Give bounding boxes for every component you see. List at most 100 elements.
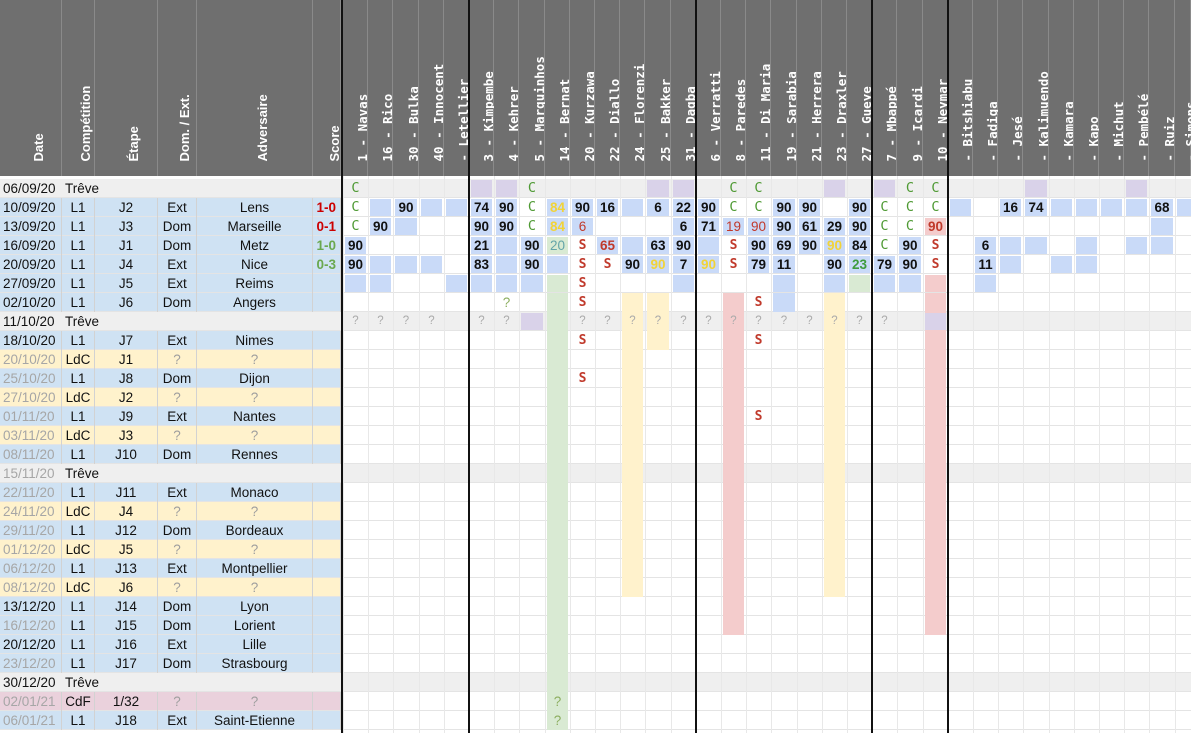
player-header[interactable]: 8 - Paredes — [721, 0, 748, 176]
player-match-cell[interactable]: 90 — [776, 219, 792, 234]
match-adv[interactable]: ? — [197, 692, 313, 711]
player-match-cell[interactable]: 90 — [372, 219, 389, 234]
player-match-cell[interactable]: ? — [604, 315, 611, 327]
player-match-cell[interactable]: S — [578, 295, 587, 310]
player-match-cell[interactable]: 90 — [851, 200, 868, 215]
player-match-cell[interactable]: 11 — [776, 257, 792, 272]
column-header-5[interactable]: Score — [313, 0, 342, 176]
column-header-4[interactable]: Adversaire — [197, 0, 313, 176]
player-header[interactable]: 24 - Florenzi — [620, 0, 647, 176]
player-match-cell[interactable]: ? — [680, 315, 687, 327]
player-header[interactable]: 16 - Rico — [368, 0, 395, 176]
match-adv[interactable]: Marseille — [197, 217, 313, 236]
player-match-cell[interactable]: 84 — [549, 219, 566, 234]
player-match-cell[interactable]: ? — [780, 315, 788, 327]
player-match-cell[interactable]: 74 — [1028, 200, 1044, 215]
player-match-cell[interactable]: C — [931, 199, 940, 215]
player-match-cell[interactable]: 90 — [675, 238, 692, 253]
player-match-cell[interactable]: 22 — [675, 200, 692, 215]
player-match-cell[interactable]: ? — [579, 315, 586, 327]
player-match-cell[interactable]: 69 — [776, 238, 792, 253]
player-match-cell[interactable]: S — [578, 333, 587, 348]
player-match-cell[interactable]: 23 — [851, 257, 868, 272]
player-match-cell[interactable]: 90 — [826, 257, 843, 272]
player-match-cell[interactable]: S — [729, 257, 738, 272]
match-adv[interactable]: Nice — [197, 255, 313, 274]
player-match-cell[interactable]: ? — [629, 315, 636, 327]
player-match-cell[interactable]: S — [603, 257, 612, 272]
player-header[interactable]: 25 - Bakker — [645, 0, 673, 176]
player-match-cell[interactable]: 90 — [851, 219, 868, 234]
player-match-cell[interactable]: 90 — [927, 219, 944, 234]
player-match-cell[interactable]: 90 — [776, 200, 792, 215]
column-header-1[interactable]: Compétition — [62, 0, 95, 176]
player-match-cell[interactable]: C — [729, 199, 738, 215]
player-match-cell[interactable]: 90 — [750, 238, 767, 253]
match-adv[interactable]: Strasbourg — [197, 654, 313, 673]
match-adv[interactable]: Saint-Etienne — [197, 711, 313, 730]
player-match-cell[interactable]: C — [754, 199, 763, 215]
player-header[interactable]: - Pembélé — [1124, 0, 1151, 176]
player-match-cell[interactable]: 90 — [801, 200, 818, 215]
player-header[interactable]: - Kalimuendo — [1023, 0, 1051, 176]
player-header[interactable]: - Letellier — [444, 0, 471, 176]
player-match-cell[interactable]: ? — [881, 315, 888, 327]
player-match-cell[interactable]: 90 — [347, 238, 364, 253]
player-header[interactable]: 22 - Diallo — [595, 0, 622, 176]
player-match-cell[interactable]: 84 — [851, 238, 868, 253]
player-match-cell[interactable]: 90 — [524, 257, 540, 272]
player-header[interactable]: 1 - Navas — [343, 0, 370, 176]
player-header[interactable]: - Simons — [1175, 0, 1191, 176]
player-header[interactable]: 4 - Kehrer — [494, 0, 521, 176]
player-match-cell[interactable]: 90 — [801, 238, 818, 253]
player-match-cell[interactable]: 16 — [1002, 200, 1019, 215]
player-match-cell[interactable]: ? — [553, 694, 562, 709]
match-adv[interactable]: Lens — [197, 198, 313, 217]
player-match-cell[interactable]: 61 — [801, 219, 818, 234]
player-match-cell[interactable]: ? — [503, 315, 510, 327]
match-adv[interactable]: ? — [197, 502, 313, 521]
player-match-cell[interactable]: C — [527, 199, 537, 215]
match-adv[interactable]: Montpellier — [197, 559, 313, 578]
player-match-cell[interactable]: 63 — [650, 238, 666, 253]
player-header[interactable]: - Kamara — [1049, 0, 1076, 176]
player-match-cell[interactable]: 68 — [1154, 200, 1170, 215]
player-header[interactable]: 7 - Mbappé — [872, 0, 899, 176]
player-match-cell[interactable]: C — [905, 199, 915, 215]
player-match-cell[interactable]: C — [351, 199, 360, 215]
player-match-cell[interactable]: 16 — [599, 200, 616, 215]
player-header[interactable]: 14 - Bernat — [545, 0, 572, 176]
player-header[interactable]: - Ruiz — [1149, 0, 1177, 176]
player-match-cell[interactable]: S — [754, 333, 763, 348]
match-adv[interactable]: Reims — [197, 274, 313, 293]
match-adv[interactable]: ? — [197, 578, 313, 597]
player-header[interactable]: 9 - Icardi — [897, 0, 925, 176]
match-adv[interactable]: Nimes — [197, 331, 313, 350]
player-match-cell[interactable]: S — [754, 409, 763, 424]
player-match-cell[interactable]: ? — [831, 315, 838, 327]
match-adv[interactable]: Lyon — [197, 597, 313, 616]
player-match-cell[interactable]: 90 — [902, 257, 918, 272]
match-adv[interactable]: Dijon — [197, 369, 313, 388]
player-match-cell[interactable]: 79 — [876, 257, 893, 272]
player-header[interactable]: - Jesé — [998, 0, 1025, 176]
player-match-cell[interactable]: 90 — [750, 219, 767, 234]
column-header-0[interactable]: Date — [0, 0, 62, 176]
match-adv[interactable]: ? — [197, 388, 313, 407]
player-match-cell[interactable]: 19 — [725, 219, 742, 234]
player-match-cell[interactable]: 90 — [700, 257, 717, 272]
player-match-cell[interactable]: S — [729, 238, 738, 253]
player-header[interactable]: 21 - Herrera — [797, 0, 824, 176]
player-header[interactable]: 23 - Draxler — [822, 0, 849, 176]
match-adv[interactable]: Nantes — [197, 407, 313, 426]
player-match-cell[interactable]: 84 — [549, 200, 566, 215]
player-match-cell[interactable]: C — [527, 218, 537, 234]
player-match-cell[interactable]: 20 — [549, 238, 566, 253]
player-match-cell[interactable]: S — [578, 257, 587, 272]
player-match-cell[interactable]: 71 — [700, 219, 717, 234]
match-adv[interactable]: Metz — [197, 236, 313, 255]
player-match-cell[interactable]: 74 — [473, 200, 490, 215]
player-match-cell[interactable]: C — [905, 180, 915, 196]
player-match-cell[interactable]: C — [527, 180, 537, 196]
player-header[interactable]: 3 - Kimpembe — [469, 0, 496, 176]
